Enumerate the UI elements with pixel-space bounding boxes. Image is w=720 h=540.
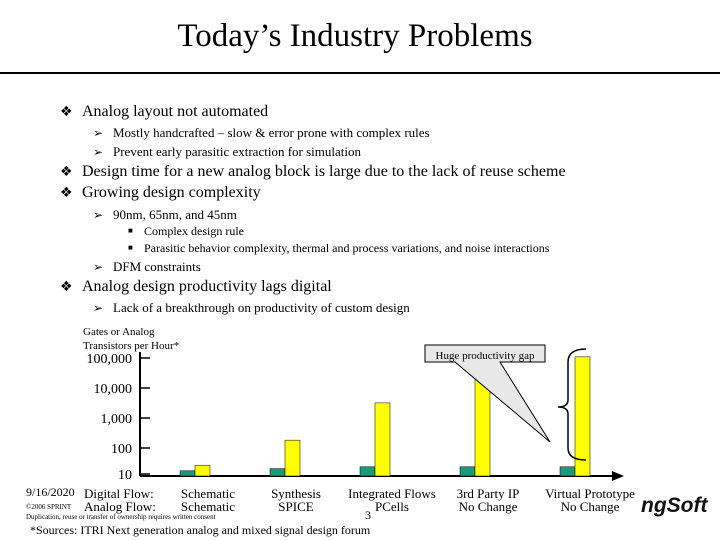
bar-analog-3 <box>459 466 476 477</box>
callout-text: Huge productivity gap <box>436 350 535 362</box>
bar-analog-4 <box>559 466 576 477</box>
category-label-analog: No Change <box>561 499 620 514</box>
y-axis-label: Transistors per Hour* <box>83 340 179 352</box>
category-label-digital: Integrated Flows <box>348 486 436 501</box>
subsubbullet-rules: ■ Complex design rule <box>128 224 244 239</box>
bullet-text: Prevent early parasitic extraction for s… <box>113 144 361 159</box>
row-label-digital: Digital Flow: <box>84 486 154 501</box>
subbullet-dfm: ➢ DFM constraints <box>93 259 201 275</box>
bar-digital-0 <box>194 464 211 477</box>
category-label-analog: Schematic <box>181 499 235 514</box>
bar-digital-2 <box>374 402 391 477</box>
x-axis-arrow-icon <box>612 471 624 481</box>
category-label-digital: Schematic <box>181 486 235 501</box>
bar-analog-1 <box>269 468 286 477</box>
bullet-text: Analog design productivity lags digital <box>82 278 332 295</box>
y-tick-label: 100 <box>111 442 132 457</box>
arrow-bullet-icon: ➢ <box>93 126 104 140</box>
chart-source: *Sources: ITRI Next generation analog an… <box>30 523 371 537</box>
subsubbullet-parasitic: ■ Parasitic behavior complexity, thermal … <box>128 241 549 256</box>
y-tick-label: 10,000 <box>94 382 133 397</box>
bar-digital-1 <box>284 439 301 477</box>
y-tick-label: 1,000 <box>101 412 133 427</box>
bullet-design-time: ❖ Design time for a new analog block is l… <box>60 163 566 181</box>
bullet-text: 90nm, 65nm, and 45nm <box>113 207 237 222</box>
diamond-bullet-icon: ❖ <box>60 279 73 295</box>
category-label-digital: 3rd Party IP <box>457 486 520 501</box>
bracket-brace <box>557 348 587 461</box>
subbullet-nodes: ➢ 90nm, 65nm, and 45nm <box>93 207 237 223</box>
category-label-analog: No Change <box>459 499 518 514</box>
square-bullet-icon: ■ <box>128 226 133 235</box>
bullet-text: Parasitic behavior complexity, thermal a… <box>144 241 550 255</box>
y-tick-label: 100,000 <box>87 352 133 367</box>
subbullet-parasitic: ➢ Prevent early parasitic extraction for … <box>93 144 361 160</box>
bullet-text: Mostly handcrafted – slow & error prone … <box>113 125 430 140</box>
bullet-text: Design time for a new analog block is la… <box>82 163 566 180</box>
company-logo: ngSoft <box>641 494 708 517</box>
bullet-text: DFM constraints <box>113 259 201 274</box>
bullet-text: Growing design complexity <box>82 184 261 201</box>
bullet-text: Complex design rule <box>144 224 244 238</box>
bullet-complexity: ❖ Growing design complexity <box>60 184 261 202</box>
arrow-bullet-icon: ➢ <box>93 145 104 159</box>
bar-digital-4 <box>574 356 591 477</box>
subbullet-breakthrough: ➢ Lack of a breakthrough on productivity … <box>93 300 410 316</box>
square-bullet-icon: ■ <box>128 243 133 252</box>
footer-copyright: ©2006 SPRINT <box>26 503 72 511</box>
callout-box <box>424 344 551 443</box>
bar-analog-2 <box>359 466 376 477</box>
bar-analog-0 <box>179 470 196 477</box>
diamond-bullet-icon: ❖ <box>60 164 73 180</box>
row-label-analog: Analog Flow: <box>84 499 156 514</box>
diamond-bullet-icon: ❖ <box>60 185 73 201</box>
arrow-bullet-icon: ➢ <box>93 260 104 274</box>
y-axis-label: Gates or Analog <box>83 326 155 338</box>
title-rule <box>0 72 720 74</box>
bullet-productivity: ❖ Analog design productivity lags digital <box>60 278 332 296</box>
category-label-analog: SPICE <box>278 499 313 514</box>
diamond-bullet-icon: ❖ <box>60 104 73 120</box>
category-label-digital: Virtual Prototype <box>545 486 635 501</box>
footer-date: 9/16/2020 <box>26 485 75 499</box>
slide-title: Today’s Industry Problems <box>177 18 533 54</box>
arrow-bullet-icon: ➢ <box>93 301 104 315</box>
bullet-text: Analog layout not automated <box>82 103 269 120</box>
bullet-analog-layout: ❖ Analog layout not automated <box>60 103 268 121</box>
subbullet-handcrafted: ➢ Mostly handcrafted – slow & error prone… <box>93 125 430 141</box>
footer-notice: Duplication, reuse or transfer of owners… <box>26 513 216 521</box>
category-label-analog: PCells <box>375 499 409 514</box>
category-label-digital: Synthesis <box>271 486 321 501</box>
y-tick-label: 10 <box>118 468 132 483</box>
arrow-bullet-icon: ➢ <box>93 208 104 222</box>
bullet-text: Lack of a breakthrough on productivity o… <box>113 300 410 315</box>
footer-page-number: 3 <box>365 508 371 522</box>
